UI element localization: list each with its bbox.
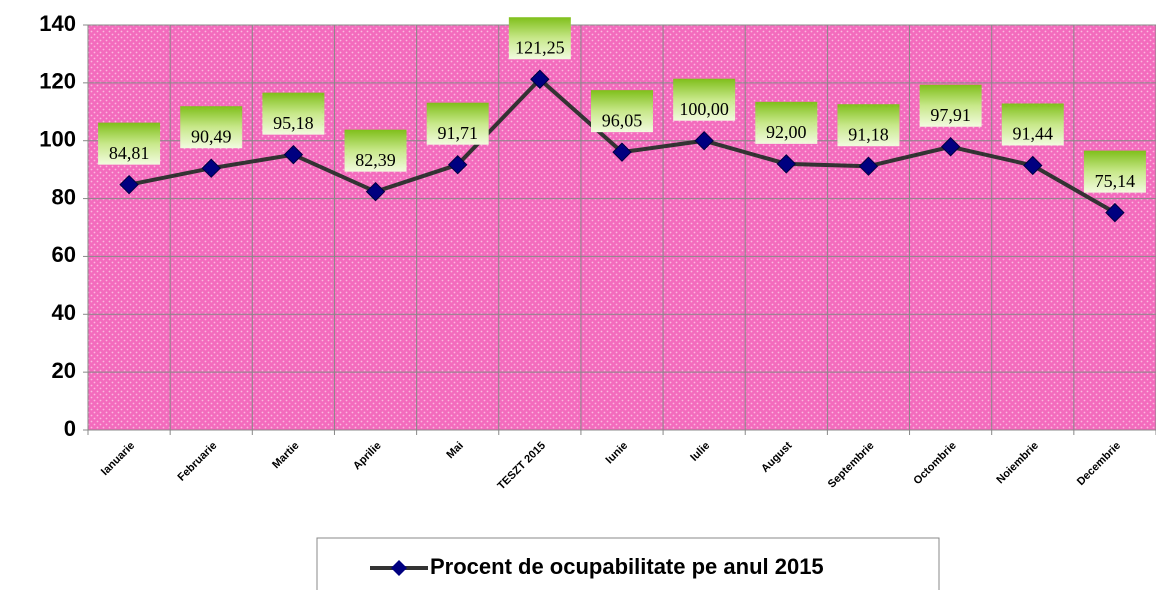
- x-tick-label: Martie: [270, 440, 301, 471]
- marker: [447, 154, 468, 175]
- marker: [858, 156, 879, 176]
- data-label-box: [262, 92, 325, 135]
- x-tick-label: Decembrie: [1075, 440, 1123, 488]
- y-tick-label: 100: [39, 127, 76, 152]
- data-label: 95,18: [273, 113, 314, 133]
- data-label: 91,44: [1013, 124, 1054, 144]
- data-label: 97,91: [930, 105, 971, 125]
- data-label-box: [344, 129, 407, 172]
- marker: [530, 69, 550, 89]
- data-label-box: [180, 106, 243, 149]
- x-tick-label: Octombrie: [911, 440, 958, 487]
- x-tick-label: Iulie: [688, 440, 712, 464]
- data-label-box: [508, 17, 571, 60]
- data-label: 96,05: [602, 110, 643, 130]
- x-tick-label: Februarie: [175, 440, 219, 484]
- data-label-box: [1001, 103, 1064, 146]
- marker: [694, 131, 714, 151]
- y-tick-label: 0: [64, 416, 76, 441]
- y-tick-label: 40: [52, 300, 76, 325]
- data-label-box: [98, 122, 161, 165]
- x-tick-label: Noiembrie: [994, 440, 1041, 487]
- plot-area: [88, 25, 1156, 430]
- x-tick-label: August: [759, 439, 795, 475]
- x-tick-label: Ianuarie: [99, 440, 137, 478]
- marker: [119, 174, 139, 195]
- data-label-box: [837, 104, 900, 147]
- x-tick-label: Mai: [444, 440, 465, 461]
- marker: [1023, 155, 1043, 176]
- data-label-box: [1083, 150, 1146, 193]
- x-tick-label: Septembrie: [826, 440, 877, 491]
- y-tick-label: 140: [39, 11, 76, 36]
- x-tick-label: Iunie: [604, 440, 631, 467]
- data-label-box: [426, 102, 489, 145]
- data-label: 84,81: [109, 143, 150, 163]
- y-tick-label: 60: [52, 242, 76, 267]
- y-tick-label: 20: [52, 358, 76, 383]
- legend-label: Procent de ocupabilitate pe anul 2015: [430, 554, 824, 579]
- y-tick-label: 80: [52, 184, 76, 209]
- marker: [612, 142, 632, 162]
- marker: [283, 144, 304, 165]
- marker: [1105, 202, 1125, 223]
- data-label: 75,14: [1095, 171, 1136, 191]
- data-label-box: [919, 84, 982, 127]
- legend-box: [316, 537, 940, 590]
- data-label: 100,00: [679, 99, 729, 119]
- marker: [776, 154, 797, 174]
- y-tick-label: 120: [39, 69, 76, 94]
- data-label: 90,49: [191, 126, 232, 146]
- data-label-box: [673, 78, 736, 121]
- data-label: 82,39: [355, 150, 396, 170]
- data-label-box: [755, 101, 818, 144]
- legend-marker: [391, 560, 407, 576]
- marker: [201, 158, 221, 178]
- data-label: 121,25: [515, 37, 565, 57]
- data-label: 91,18: [848, 124, 889, 144]
- marker: [940, 137, 961, 157]
- data-label-box: [591, 90, 653, 133]
- data-label: 91,71: [437, 123, 478, 143]
- x-tick-label: TESZT 2015: [495, 440, 548, 493]
- marker: [365, 181, 386, 202]
- x-tick-label: Aprilie: [351, 440, 384, 473]
- data-label: 92,00: [766, 122, 807, 142]
- legend: Procent de ocupabilitate pe anul 2015: [316, 537, 940, 590]
